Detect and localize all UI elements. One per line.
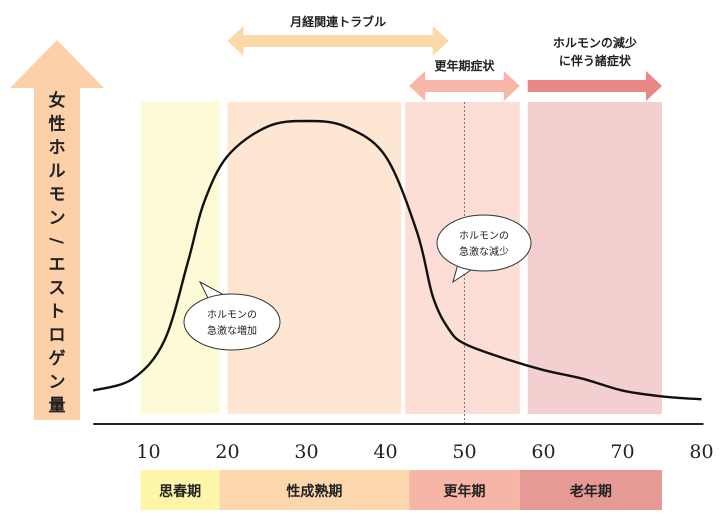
speech-bubble-seam bbox=[458, 263, 474, 268]
speech-bubble-text: 急激な増加 bbox=[207, 324, 257, 337]
arrow-menstrual-trouble bbox=[227, 26, 449, 56]
x-tick-label: 40 bbox=[373, 441, 397, 463]
y-axis-label-char: ゲ bbox=[49, 348, 66, 369]
speech-bubble-text: ホルモンの bbox=[459, 230, 509, 242]
x-tick-label: 70 bbox=[610, 441, 634, 463]
stage-label: 老年期 bbox=[570, 483, 612, 500]
arrow-label-menstrual-trouble: 月経関連トラブル bbox=[289, 14, 386, 29]
stage-bands bbox=[140, 102, 662, 414]
stage-band-3 bbox=[527, 102, 662, 414]
arrow-label-post-menopause-line2: に伴う諸症状 bbox=[559, 53, 632, 68]
series-line-group bbox=[92, 119, 702, 401]
y-axis-arrow-shape bbox=[10, 40, 104, 420]
y-axis-label-char: 女 bbox=[49, 90, 66, 111]
y-axis-label-char: / bbox=[46, 238, 66, 245]
y-axis-label-char: エ bbox=[49, 255, 66, 275]
x-tick-label: 60 bbox=[531, 441, 555, 463]
stage-band-1 bbox=[227, 102, 402, 414]
stage-box-0 bbox=[140, 470, 220, 510]
speech-bubble-text: 急激な減少 bbox=[459, 245, 509, 258]
estrogen-curve bbox=[92, 119, 702, 401]
speech-bubble bbox=[436, 214, 532, 272]
y-axis-label-char: ホ bbox=[49, 138, 66, 158]
speech-bubble bbox=[183, 293, 281, 351]
x-tick-label: 80 bbox=[689, 441, 713, 463]
stage-label: 思春期 bbox=[159, 483, 201, 500]
speech-bubble-text: ホルモンの bbox=[207, 309, 257, 321]
y-axis-label-char: ン bbox=[49, 373, 66, 393]
y-axis-label-char: 性 bbox=[49, 113, 66, 134]
y-axis-label-char: 量 bbox=[49, 395, 66, 416]
speech-bubble-seam bbox=[208, 296, 226, 300]
y-axis-label-char: ト bbox=[49, 302, 66, 322]
y-axis-label-char: ン bbox=[49, 208, 66, 228]
arrow-menopause-symptoms bbox=[409, 71, 520, 101]
stage-bar: 思春期 性成熟期 更年期 老年期 bbox=[140, 470, 662, 510]
stage-label: 性成熟期 bbox=[286, 483, 342, 500]
y-axis-label-char: モ bbox=[49, 185, 66, 205]
arrow-label-post-menopause-line1: ホルモンの減少 bbox=[553, 35, 637, 50]
stage-box-1 bbox=[219, 470, 410, 510]
y-axis-label-char: ス bbox=[49, 279, 66, 299]
stage-band-0 bbox=[140, 102, 220, 414]
stage-box-2 bbox=[409, 470, 520, 510]
stage-label: 更年期 bbox=[444, 483, 486, 500]
arrow-label-menopause-symptoms: 更年期症状 bbox=[434, 58, 495, 73]
stage-box-3 bbox=[519, 470, 662, 510]
x-tick-label: 20 bbox=[215, 441, 239, 463]
y-axis-label-char: ロ bbox=[49, 326, 66, 346]
y-axis-label-char: ル bbox=[49, 161, 66, 181]
x-tick-label: 10 bbox=[136, 441, 160, 463]
x-tick-label: 30 bbox=[294, 441, 318, 463]
arrow-post-menopause-symptoms bbox=[527, 71, 662, 101]
x-tick-label: 50 bbox=[452, 441, 476, 463]
